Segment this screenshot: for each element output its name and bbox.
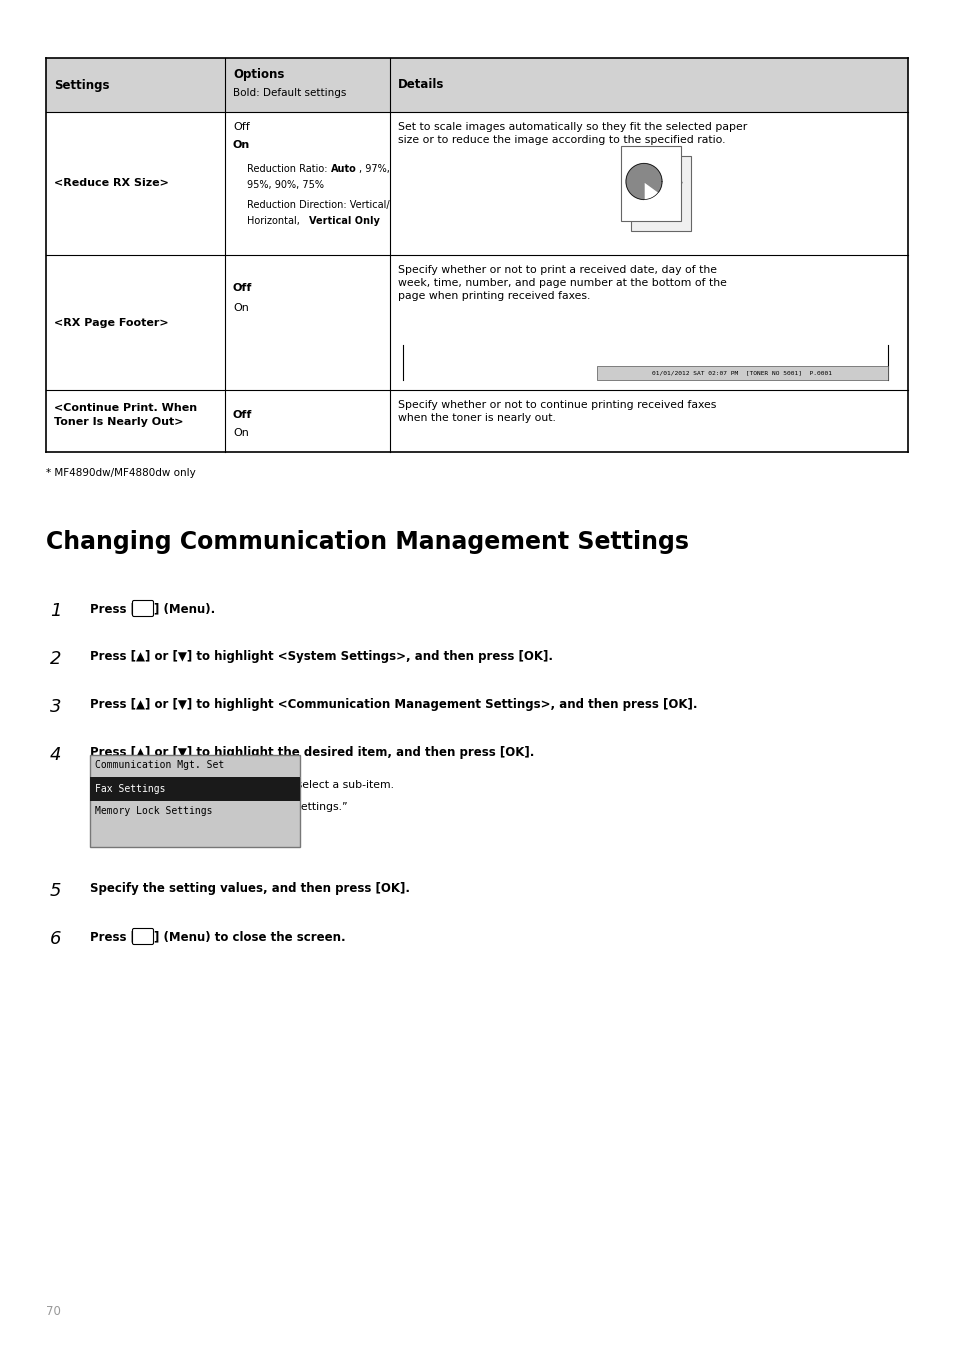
Text: 01/01/2012 SAT 02:07 PM  [TONER NO 5001]  P.0001: 01/01/2012 SAT 02:07 PM [TONER NO 5001] …: [652, 370, 832, 375]
Text: Specify whether or not to continue printing received faxes
when the toner is nea: Specify whether or not to continue print…: [397, 400, 716, 423]
Text: Press [: Press [: [90, 930, 136, 944]
Text: Fax Settings: Fax Settings: [173, 780, 250, 790]
Text: Reduction Direction: Vertical/: Reduction Direction: Vertical/: [247, 200, 389, 211]
Text: Press [▲] or [▼] to highlight <System Settings>, and then press [OK].: Press [▲] or [▼] to highlight <System Se…: [90, 649, 553, 663]
Text: 3: 3: [50, 698, 61, 716]
Text: <Continue Print. When
Toner Is Nearly Out>: <Continue Print. When Toner Is Nearly Ou…: [54, 404, 197, 427]
Bar: [630, 155, 690, 231]
Text: 95%, 90%, 75%: 95%, 90%, 75%: [247, 180, 324, 190]
Text: Changing Communication Management Settings: Changing Communication Management Settin…: [46, 531, 688, 554]
Text: Off: Off: [233, 284, 253, 293]
Text: ] (Menu) to close the screen.: ] (Menu) to close the screen.: [153, 930, 345, 944]
Text: ] (Menu).: ] (Menu).: [153, 602, 215, 616]
Text: If you select <: If you select <: [100, 780, 179, 790]
Text: Press [▲] or [▼] to highlight the desired item, and then press [OK].: Press [▲] or [▼] to highlight the desire…: [90, 747, 534, 759]
Text: Horizontal,: Horizontal,: [247, 216, 303, 225]
Text: Specify the setting values, and then press [OK].: Specify the setting values, and then pre…: [90, 882, 410, 895]
Text: Communication Mgt. Set: Communication Mgt. Set: [95, 760, 224, 770]
Text: Reduction Ratio:: Reduction Ratio:: [247, 163, 331, 174]
Text: Press [: Press [: [90, 602, 136, 616]
Text: 1: 1: [50, 602, 61, 620]
Bar: [597, 366, 887, 379]
Text: 4: 4: [50, 747, 61, 764]
Text: Memory Lock Settings: Memory Lock Settings: [95, 806, 213, 815]
FancyBboxPatch shape: [132, 929, 153, 945]
Text: On: On: [233, 428, 249, 437]
Bar: [90, 778, 299, 801]
Bar: [620, 146, 680, 220]
Text: Off: Off: [233, 122, 250, 132]
Text: Details: Details: [397, 78, 444, 92]
Text: Auto: Auto: [331, 163, 356, 174]
Text: •: •: [91, 802, 98, 811]
Text: On: On: [233, 140, 250, 150]
Text: Press [▲] or [▼] to highlight <Communication Management Settings>, and then pres: Press [▲] or [▼] to highlight <Communica…: [90, 698, 697, 711]
Polygon shape: [625, 163, 661, 200]
Text: Settings: Settings: [54, 78, 110, 92]
Text: Fax Settings: Fax Settings: [95, 784, 165, 794]
Text: 5: 5: [50, 882, 61, 900]
Text: >, you can select a sub-item.: >, you can select a sub-item.: [233, 780, 394, 790]
Text: 6: 6: [50, 930, 61, 948]
Text: Vertical Only: Vertical Only: [309, 216, 379, 225]
Text: Options: Options: [233, 68, 284, 81]
Text: On: On: [233, 302, 249, 313]
Polygon shape: [663, 178, 681, 198]
Text: <Reduce RX Size>: <Reduce RX Size>: [54, 178, 169, 189]
Text: * MF4890dw/MF4880dw only: * MF4890dw/MF4880dw only: [46, 468, 195, 478]
Text: See “Communication Management Settings.”: See “Communication Management Settings.”: [100, 802, 347, 811]
Text: <RX Page Footer>: <RX Page Footer>: [54, 317, 169, 328]
Text: Off: Off: [233, 410, 253, 420]
FancyBboxPatch shape: [132, 601, 153, 617]
Text: Specify whether or not to print a received date, day of the
week, time, number, : Specify whether or not to print a receiv…: [397, 265, 726, 301]
Text: , 97%,: , 97%,: [358, 163, 390, 174]
Text: Set to scale images automatically so they fit the selected paper
size or to redu: Set to scale images automatically so the…: [397, 122, 746, 146]
Bar: [46, 58, 907, 112]
Bar: [90, 755, 299, 846]
Text: •: •: [91, 780, 98, 790]
Text: 2: 2: [50, 649, 61, 668]
Text: 70: 70: [46, 1305, 61, 1318]
Text: Bold: Default settings: Bold: Default settings: [233, 88, 346, 99]
